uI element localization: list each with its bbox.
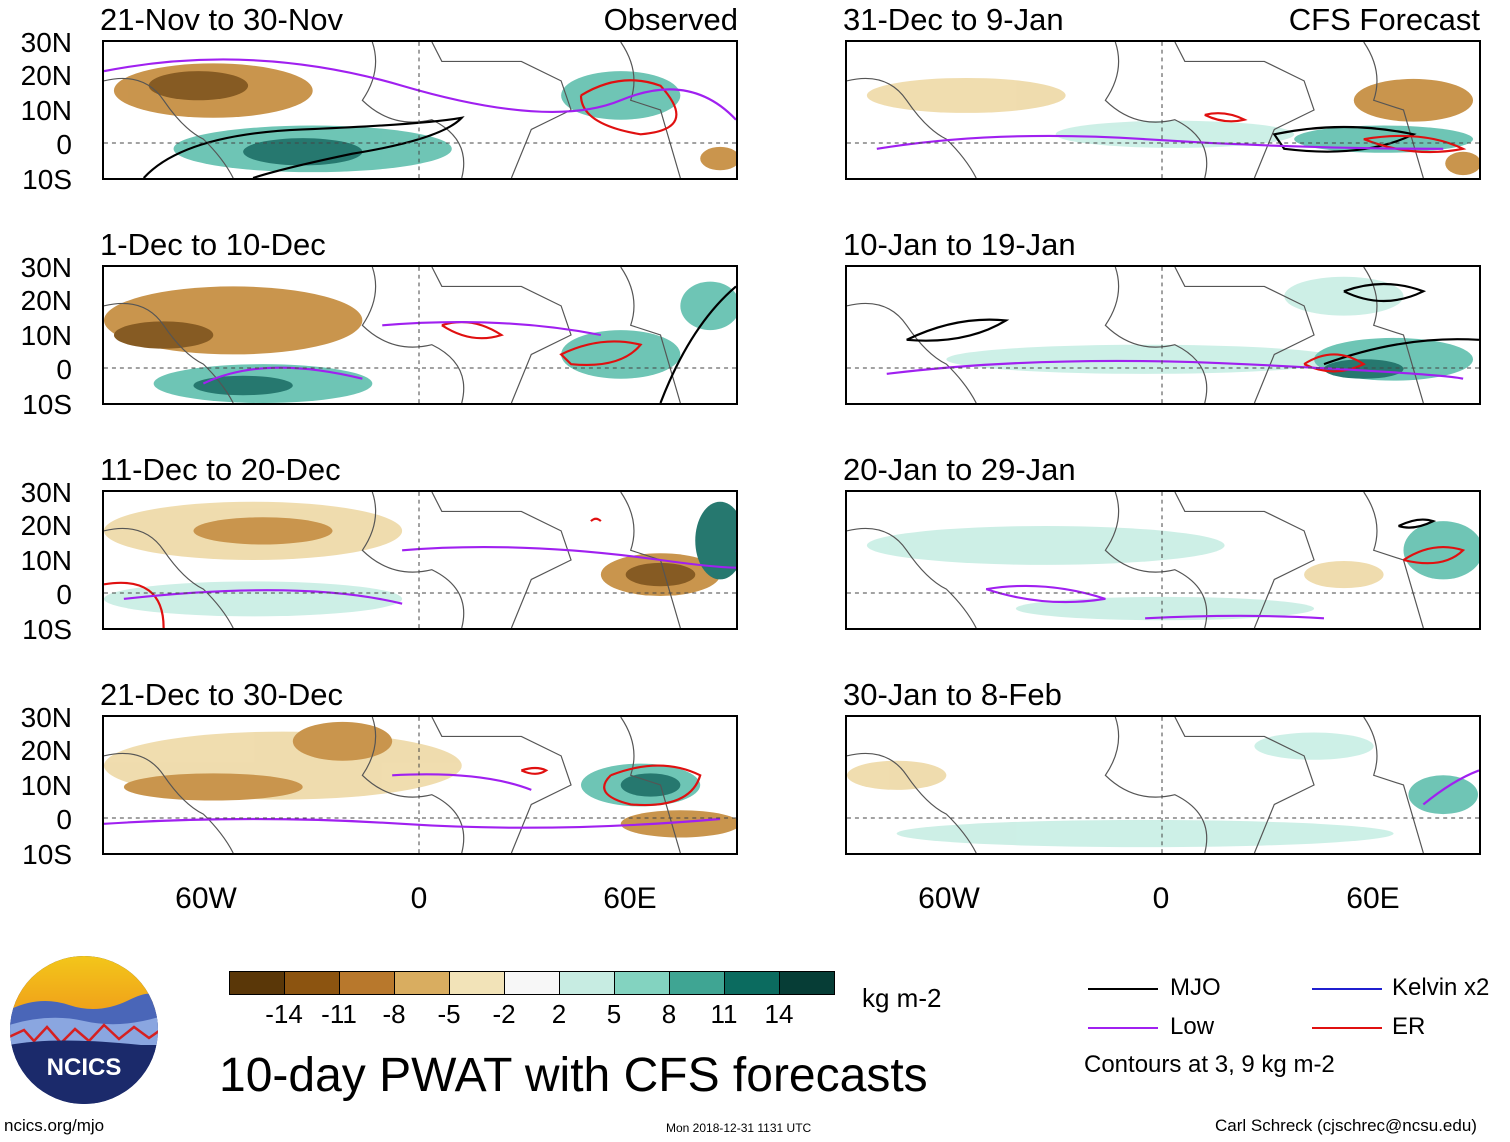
colorbar-tick-label: -8 bbox=[382, 999, 406, 1029]
colorbar-tick-label: 2 bbox=[551, 999, 567, 1029]
panel-title: 30-Jan to 8-Feb bbox=[843, 677, 1062, 712]
lon-label: 60E bbox=[603, 882, 657, 915]
map-panel bbox=[845, 490, 1481, 630]
source-url: ncics.org/mjo bbox=[4, 1116, 105, 1135]
colorbar-tick-label: 11 bbox=[710, 999, 738, 1029]
map-panel bbox=[102, 265, 738, 405]
map-graphic bbox=[104, 717, 736, 853]
lat-label: 20N bbox=[20, 510, 72, 541]
map-panel bbox=[102, 490, 738, 630]
figure-title: 10-day PWAT with CFS forecasts bbox=[219, 1049, 928, 1102]
timestamp: Mon 2018-12-31 1131 UTC bbox=[666, 1121, 812, 1135]
panel-title: 10-Jan to 19-Jan bbox=[843, 227, 1076, 262]
colorbar-swatch bbox=[229, 971, 285, 995]
kelvin-legend-line bbox=[1312, 988, 1382, 990]
er-legend-line bbox=[1312, 1027, 1382, 1029]
map-panel bbox=[102, 40, 738, 180]
colorbar-tick-label: -11 bbox=[321, 999, 357, 1029]
er-legend-label: ER bbox=[1392, 1013, 1426, 1040]
colorbar-tick-label: -14 bbox=[265, 999, 303, 1029]
map-panel bbox=[102, 715, 738, 855]
colorbar-swatch bbox=[559, 971, 615, 995]
colorbar-tick-label: 8 bbox=[661, 999, 677, 1029]
lat-label: 10N bbox=[20, 545, 72, 576]
lat-label: 10S bbox=[22, 839, 72, 870]
map-panel bbox=[845, 40, 1481, 180]
lat-label: 30N bbox=[20, 477, 72, 508]
lat-label: 20N bbox=[20, 60, 72, 91]
kelvin-legend-label: Kelvin x2 bbox=[1392, 974, 1490, 1001]
lat-label: 20N bbox=[20, 735, 72, 766]
lat-label: 10N bbox=[20, 770, 72, 801]
lon-label: 0 bbox=[410, 882, 428, 915]
lat-label: 0 bbox=[56, 579, 72, 610]
lat-label: 30N bbox=[20, 702, 72, 733]
lat-label: 0 bbox=[56, 129, 72, 160]
map-graphic bbox=[847, 492, 1479, 628]
mjo-legend-line bbox=[1088, 988, 1158, 990]
colorbar-swatch bbox=[284, 971, 340, 995]
colorbar-swatch bbox=[779, 971, 835, 995]
lat-label: 10S bbox=[22, 389, 72, 420]
credit: Carl Schreck (cjschrec@ncsu.edu) bbox=[1215, 1116, 1477, 1135]
lon-label: 60W bbox=[918, 882, 980, 915]
lon-label: 0 bbox=[1152, 882, 1170, 915]
lat-label: 10S bbox=[22, 614, 72, 645]
ncics-logo: NCICS bbox=[9, 955, 159, 1105]
colorbar-tick-label: -2 bbox=[492, 999, 516, 1029]
panel-title: 1-Dec to 10-Dec bbox=[100, 227, 326, 262]
low-legend-line bbox=[1088, 1027, 1158, 1029]
lon-label: 60E bbox=[1346, 882, 1400, 915]
panel-title: 20-Jan to 29-Jan bbox=[843, 452, 1076, 487]
colorbar-swatch bbox=[339, 971, 395, 995]
map-graphic bbox=[847, 267, 1479, 403]
colorbar-units: kg m-2 bbox=[862, 983, 942, 1013]
map-graphic bbox=[847, 717, 1479, 853]
mjo-legend-label: MJO bbox=[1170, 974, 1221, 1001]
colorbar-tick-label: 5 bbox=[606, 999, 622, 1029]
panel-title: 21-Dec to 30-Dec bbox=[100, 677, 343, 712]
low-legend-label: Low bbox=[1170, 1013, 1215, 1040]
map-panel bbox=[845, 715, 1481, 855]
map-graphic bbox=[104, 42, 736, 178]
lat-label: 30N bbox=[20, 252, 72, 283]
colorbar-swatch bbox=[449, 971, 505, 995]
lon-label: 60W bbox=[175, 882, 237, 915]
map-graphic bbox=[104, 267, 736, 403]
colorbar-tick-label: -5 bbox=[437, 999, 461, 1029]
colorbar-swatch bbox=[504, 971, 560, 995]
map-graphic bbox=[104, 492, 736, 628]
colorbar-swatch bbox=[669, 971, 725, 995]
map-graphic bbox=[847, 42, 1479, 178]
forecast-tag: CFS Forecast bbox=[1288, 2, 1480, 37]
panel-title: 31-Dec to 9-Jan bbox=[843, 2, 1064, 37]
svg-text:NCICS: NCICS bbox=[47, 1054, 122, 1081]
lat-label: 0 bbox=[56, 804, 72, 835]
lat-label: 10N bbox=[20, 320, 72, 351]
colorbar-swatch bbox=[614, 971, 670, 995]
colorbar-swatch bbox=[394, 971, 450, 995]
lat-label: 0 bbox=[56, 354, 72, 385]
colorbar-tick-label: 14 bbox=[764, 999, 794, 1029]
colorbar-swatch bbox=[724, 971, 780, 995]
lat-label: 10S bbox=[22, 164, 72, 195]
panel-title: 11-Dec to 20-Dec bbox=[100, 452, 341, 487]
contour-note: Contours at 3, 9 kg m-2 bbox=[1084, 1051, 1335, 1078]
panel-title: 21-Nov to 30-Nov bbox=[100, 2, 343, 37]
lat-label: 30N bbox=[20, 27, 72, 58]
map-panel bbox=[845, 265, 1481, 405]
lat-label: 10N bbox=[20, 95, 72, 126]
observed-tag: Observed bbox=[603, 2, 738, 37]
lat-label: 20N bbox=[20, 285, 72, 316]
